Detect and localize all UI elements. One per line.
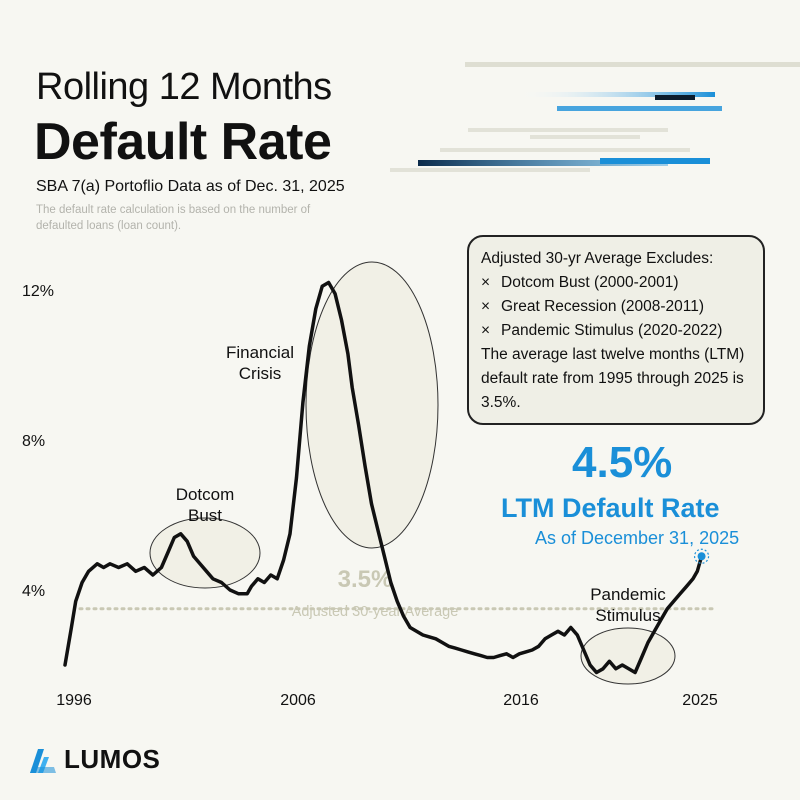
subtitle: SBA 7(a) Portoflio Data as of Dec. 31, 2… <box>36 178 345 195</box>
x-mark-icon: × <box>481 274 491 291</box>
annotation-label: Financial <box>226 343 294 362</box>
average-value-label: 3.5% <box>338 566 393 593</box>
x-tick-label: 1996 <box>56 692 92 709</box>
current-rate-date: As of December 31, 2025 <box>535 528 740 548</box>
exclusion-item: × Dotcom Bust (2000-2001) <box>481 271 751 295</box>
latest-point-halo <box>693 548 710 564</box>
x-mark-icon: × <box>481 298 491 315</box>
exclusion-item: × Pandemic Stimulus (2020-2022) <box>481 319 751 343</box>
exclusion-item: × Great Recession (2008-2011) <box>481 295 751 319</box>
exclusions-heading: Adjusted 30-yr Average Excludes: <box>481 250 714 267</box>
brand-name: LUMOS <box>64 744 161 774</box>
x-tick-label: 2006 <box>280 692 316 709</box>
latest-point <box>697 552 706 561</box>
annotation-label: Dotcom <box>176 485 235 504</box>
annotation-label: Pandemic <box>590 585 666 604</box>
annotation-ellipse <box>305 261 439 549</box>
current-rate-label: LTM Default Rate <box>501 493 720 523</box>
y-tick-label: 4% <box>22 583 45 600</box>
average-label: Adjusted 30-year Average <box>292 604 459 620</box>
lumos-logo: LUMOS <box>28 744 160 775</box>
y-tick-label: 8% <box>22 433 45 450</box>
annotation-label: Crisis <box>239 364 282 383</box>
annotation-ellipse <box>580 627 676 685</box>
exclusions-body: The average last twelve months (LTM) def… <box>481 346 745 411</box>
annotation-label: Bust <box>188 506 222 525</box>
x-tick-label: 2016 <box>503 692 539 709</box>
title-line-2: Default Rate <box>34 113 332 171</box>
x-tick-label: 2025 <box>682 692 718 709</box>
current-rate-value: 4.5% <box>572 438 673 487</box>
title-line-1: Rolling 12 Months <box>36 66 332 108</box>
default-rate-line <box>63 280 704 675</box>
annotation-label: Stimulus <box>595 606 660 625</box>
y-tick-label: 12% <box>22 283 54 300</box>
exclusions-box: Adjusted 30-yr Average Excludes: × Dotcom… <box>467 235 765 425</box>
lumos-logo-icon <box>30 748 56 773</box>
methodology-note: The default rate calculation is based on… <box>36 204 311 232</box>
x-mark-icon: × <box>481 322 491 339</box>
